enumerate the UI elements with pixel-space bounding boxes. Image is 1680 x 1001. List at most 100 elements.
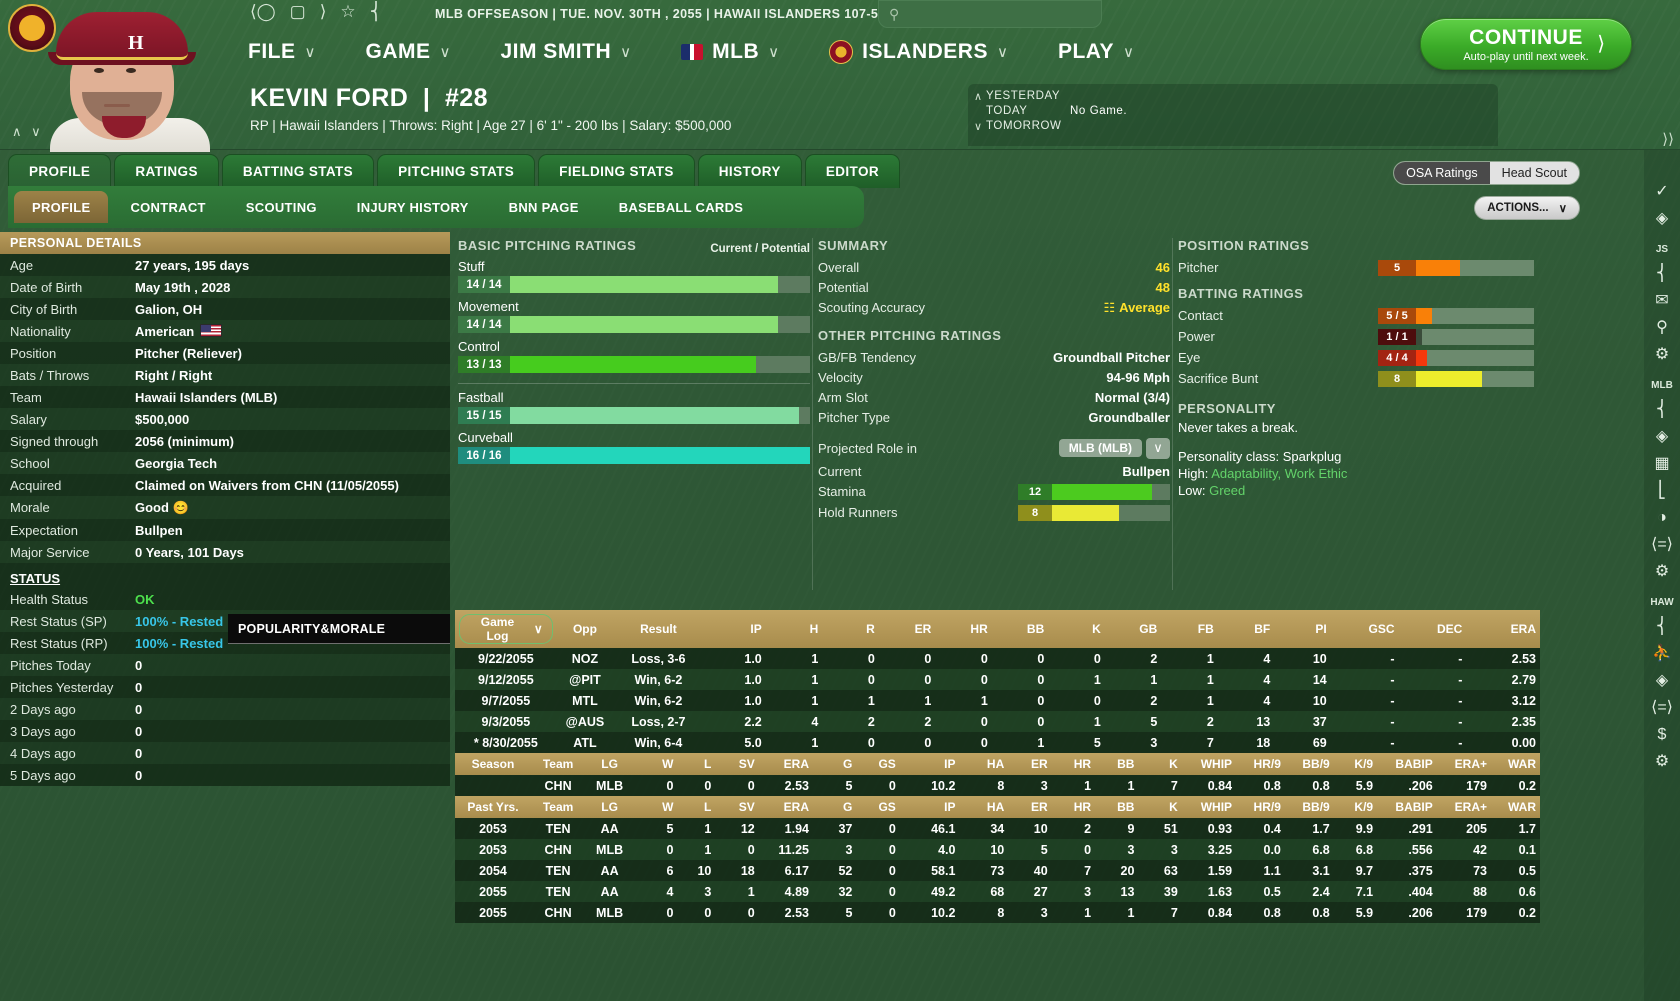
location-icon[interactable]: ◈ [1655, 428, 1669, 445]
tab-pitching-stats[interactable]: PITCHING STATS [377, 154, 536, 188]
card-icon[interactable]: ▦ [1654, 455, 1670, 472]
check-icon[interactable]: ✓ [1655, 183, 1669, 200]
column-header[interactable]: Season [455, 753, 531, 775]
search-icon[interactable]: ⚲ [1656, 319, 1668, 336]
pitcher-icon[interactable]: ⛹ [1652, 645, 1672, 662]
tab-ratings[interactable]: RATINGS [114, 154, 219, 188]
search-box[interactable]: ⚲ [878, 0, 1102, 28]
subtab-contract[interactable]: CONTRACT [130, 199, 206, 215]
column-header[interactable]: W [634, 753, 678, 775]
table-row[interactable]: * 8/30/2055 ATL Win, 6-4 5.0 1 0 0 0 1 5 3 7 18 69 - - 0… [455, 732, 1540, 753]
column-header[interactable]: WAR [1491, 796, 1540, 818]
subtab-scouting[interactable]: SCOUTING [245, 199, 317, 215]
globe-icon[interactable]: ◈ [1655, 210, 1669, 227]
column-header[interactable]: HA [959, 753, 1009, 775]
column-header[interactable]: SV [715, 753, 759, 775]
gear-icon[interactable]: ⚙ [1654, 346, 1670, 363]
column-header[interactable]: BB/9 [1284, 753, 1334, 775]
trade-icon[interactable]: ⟨=⟩ [1651, 699, 1673, 716]
portrait-nav-arrows[interactable]: ∧ ∨ [12, 124, 44, 139]
projected-role-select[interactable]: MLB (MLB) [1058, 439, 1142, 457]
home-icon[interactable]: ⎨ [369, 2, 383, 21]
ratings-source-toggle[interactable]: OSA Ratings Head Scout [1393, 161, 1580, 185]
table-row[interactable]: 2053 CHN MLB 0 1 0 11.25 3 0 4.0 10 5 0 3 3 3.25 0.0 6.8 6… [455, 839, 1540, 860]
table-row[interactable]: 2055 TEN AA 4 3 1 4.89 32 0 49.2 68 27 3 13 39 1.63 0.5 2… [455, 881, 1540, 902]
column-header[interactable]: K/9 [1333, 753, 1378, 775]
expand-panel-icon[interactable]: ⟩⟩ [1662, 131, 1674, 148]
column-header[interactable]: K [1138, 753, 1182, 775]
column-header[interactable]: FB [1161, 610, 1218, 648]
column-header[interactable]: PI [1274, 610, 1331, 648]
column-header[interactable]: H [765, 610, 823, 648]
column-header[interactable]: IP [899, 796, 960, 818]
column-header[interactable]: DEC [1398, 610, 1467, 648]
column-header[interactable]: K [1048, 610, 1105, 648]
column-header[interactable]: IP [703, 610, 766, 648]
column-header[interactable]: ER [1008, 796, 1052, 818]
column-header[interactable]: BB/9 [1284, 796, 1334, 818]
column-header[interactable]: SV [715, 796, 759, 818]
table-row[interactable]: 9/3/2055 @AUS Loss, 2-7 2.2 4 2 2 0 0 1 5 2 13 37 - - 2.… [455, 711, 1540, 732]
column-header[interactable]: Result [613, 610, 704, 648]
home-icon[interactable]: ⎨ [1656, 265, 1668, 282]
column-header[interactable]: ERA [1466, 610, 1540, 648]
column-header[interactable]: WHIP [1181, 796, 1237, 818]
table-row[interactable]: CHN MLB 0 0 0 2.53 5 0 10.2 8 3 1 1 7 0.84 0.8 0.8 5.9 .20… [455, 775, 1540, 796]
column-header[interactable]: R [822, 610, 879, 648]
table-row[interactable]: 2053 TEN AA 5 1 12 1.94 37 0 46.1 34 10 2 9 51 0.93 0.4 1… [455, 818, 1540, 839]
column-header[interactable]: BB [1095, 796, 1139, 818]
column-header[interactable]: LG [585, 753, 634, 775]
column-header[interactable]: BF [1217, 610, 1275, 648]
trade-icon[interactable]: ⟨=⟩ [1651, 536, 1673, 553]
column-header[interactable]: WAR [1491, 753, 1540, 775]
table-row[interactable]: 2055 CHN MLB 0 0 0 2.53 5 0 10.2 8 3 1 1 7 0.84 0.8 0.8 5.… [455, 902, 1540, 923]
column-header[interactable]: Game Log ∨ [455, 610, 557, 648]
column-header[interactable]: BB [1095, 753, 1139, 775]
table-row[interactable]: 2054 TEN AA 6 10 18 6.17 52 0 58.1 73 40 7 20 63 1.59 1.… [455, 860, 1540, 881]
table-row[interactable]: 9/22/2055 NOZ Loss, 3-6 1.0 1 0 0 0 0 0 2 1 4 10- -2.5… [455, 648, 1540, 669]
column-header[interactable]: LG [585, 796, 634, 818]
menu-game[interactable]: GAME ∨ [365, 40, 476, 64]
toggle-osa-ratings[interactable]: OSA Ratings [1394, 162, 1490, 184]
column-header[interactable]: Past Yrs. [455, 796, 531, 818]
team-logo-icon[interactable] [8, 4, 56, 52]
actions-button[interactable]: ACTIONS... ∨ [1474, 196, 1580, 220]
column-header[interactable]: K [1138, 796, 1182, 818]
home-icon[interactable]: ⎨ [1656, 401, 1668, 418]
column-header[interactable]: HA [959, 796, 1009, 818]
column-header[interactable]: BB [991, 610, 1049, 648]
search-input[interactable] [899, 7, 1080, 21]
location-icon[interactable]: ◈ [1655, 672, 1669, 689]
column-header[interactable]: Opp [556, 610, 614, 648]
column-header[interactable]: HR/9 [1236, 796, 1285, 818]
column-header[interactable]: K/9 [1333, 796, 1378, 818]
star-icon[interactable]: ☆ [340, 2, 356, 21]
forward-icon[interactable]: ⟩ [319, 2, 327, 21]
subtab-bnn-page[interactable]: BNN PAGE [508, 199, 579, 215]
tab-batting-stats[interactable]: BATTING STATS [221, 154, 375, 188]
column-header[interactable]: Team [530, 753, 586, 775]
dollar-icon[interactable]: $ [1657, 726, 1667, 743]
column-header[interactable]: L [677, 753, 716, 775]
column-header[interactable]: HR [1051, 796, 1096, 818]
tab-profile[interactable]: PROFILE [8, 154, 112, 188]
column-header[interactable]: ER [878, 610, 936, 648]
menu-file[interactable]: FILE ∨ [248, 40, 341, 64]
column-header[interactable]: ERA [758, 753, 813, 775]
table-row[interactable]: 9/7/2055 MTL Win, 6-2 1.0 1 1 1 1 0 0 2 1 4 10- -3.12 [455, 690, 1540, 711]
continue-button[interactable]: CONTINUE Auto-play until next week. ⟩ [1420, 18, 1632, 70]
menu-islanders[interactable]: ISLANDERS ∨ [829, 40, 1034, 64]
home-icon[interactable]: ⎨ [1656, 618, 1668, 635]
column-header[interactable]: BABIP [1377, 753, 1437, 775]
column-header[interactable]: L [677, 796, 716, 818]
column-header[interactable]: IP [899, 753, 960, 775]
column-header[interactable]: BABIP [1377, 796, 1437, 818]
column-header[interactable]: ERA+ [1436, 753, 1492, 775]
table-row[interactable]: 9/12/2055 @PIT Win, 6-2 1.0 1 0 0 0 0 1 1 1 4 14- -2.7… [455, 669, 1540, 690]
toggle-head-scout[interactable]: Head Scout [1489, 162, 1579, 184]
column-header[interactable]: GB [1104, 610, 1162, 648]
column-header[interactable]: W [634, 796, 678, 818]
column-header[interactable]: G [813, 753, 857, 775]
column-header[interactable]: G [813, 796, 857, 818]
column-header[interactable]: WHIP [1181, 753, 1237, 775]
